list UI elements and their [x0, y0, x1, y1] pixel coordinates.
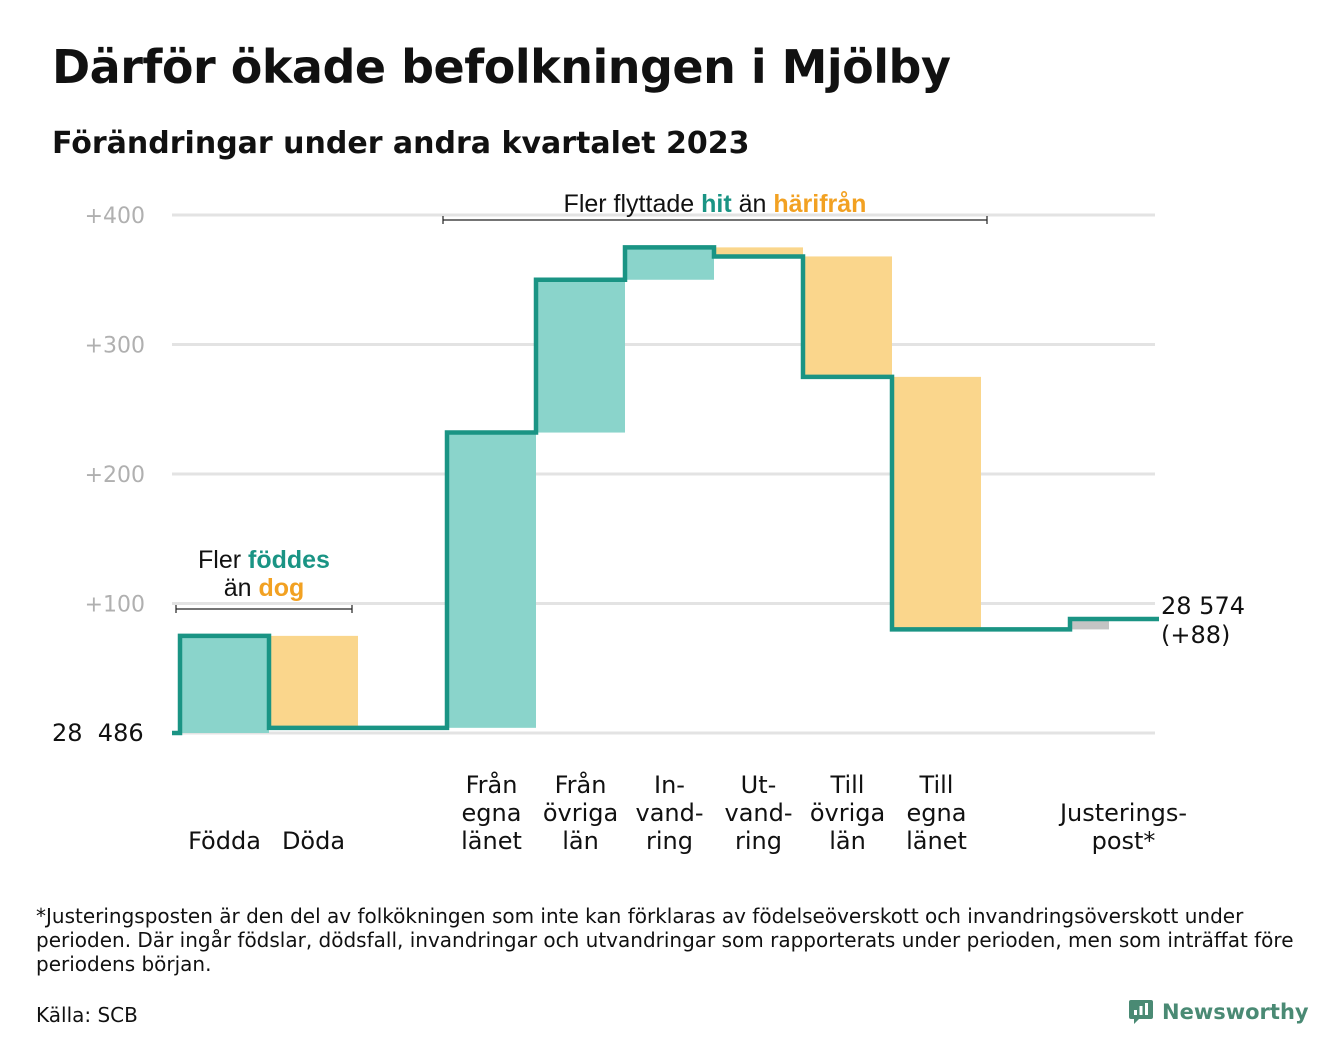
start-value-label: 28 486 — [52, 719, 144, 747]
annotation-migration: Fler flyttade hit än härifrån — [564, 190, 867, 218]
bar-1 — [269, 635, 358, 728]
newsworthy-logo: Newsworthy — [1128, 998, 1309, 1026]
cumulative-step-line — [172, 245, 1159, 736]
page-title: Därför ökade befolkningen i Mjölby — [52, 40, 951, 94]
category-label-7: Till övriga län — [810, 771, 885, 855]
end-value-label: 28 574 — [1161, 592, 1245, 620]
bar-10 — [1072, 619, 1109, 630]
category-label-8: Till egna länet — [906, 771, 967, 855]
annotation-birth-line1: Fler föddes — [198, 546, 330, 574]
y-tick-label-200: +200 — [85, 463, 145, 488]
bar-3 — [447, 432, 536, 728]
y-tick-label-400: +400 — [85, 204, 145, 229]
y-tick-label-300: +300 — [85, 334, 145, 359]
bar-8 — [892, 376, 981, 630]
annotation-birth-line2: än dog — [224, 574, 305, 602]
bar-5 — [625, 247, 714, 280]
newsworthy-logo-text: Newsworthy — [1162, 1000, 1309, 1024]
bar-4 — [536, 279, 625, 433]
y-tick-label-100: +100 — [85, 593, 145, 618]
footnote: *Justeringsposten är den del av folkökni… — [36, 904, 1294, 976]
source-label: Källa: SCB — [36, 1003, 138, 1027]
category-label-6: Ut-vand-ring — [724, 771, 792, 855]
end-change-label: (+88) — [1161, 621, 1230, 649]
category-label-3: Från egna länet — [461, 770, 522, 855]
bar-7 — [803, 256, 892, 377]
category-label-1: Döda — [282, 827, 345, 855]
bar-0 — [180, 635, 269, 733]
category-label-10: Justerings-post* — [1058, 799, 1187, 855]
newsworthy-logo-icon — [1129, 1000, 1153, 1024]
page-subtitle: Förändringar under andra kvartalet 2023 — [52, 126, 750, 161]
bar-6 — [714, 247, 803, 257]
category-label-0: Födda — [188, 827, 261, 855]
category-label-4: Från övriga län — [543, 770, 618, 855]
category-label-5: In-vand-ring — [635, 771, 703, 855]
waterfall-chart: +100 +200 +300 +400 28 486 28 574(+88) Födda Dö… — [52, 190, 1245, 855]
